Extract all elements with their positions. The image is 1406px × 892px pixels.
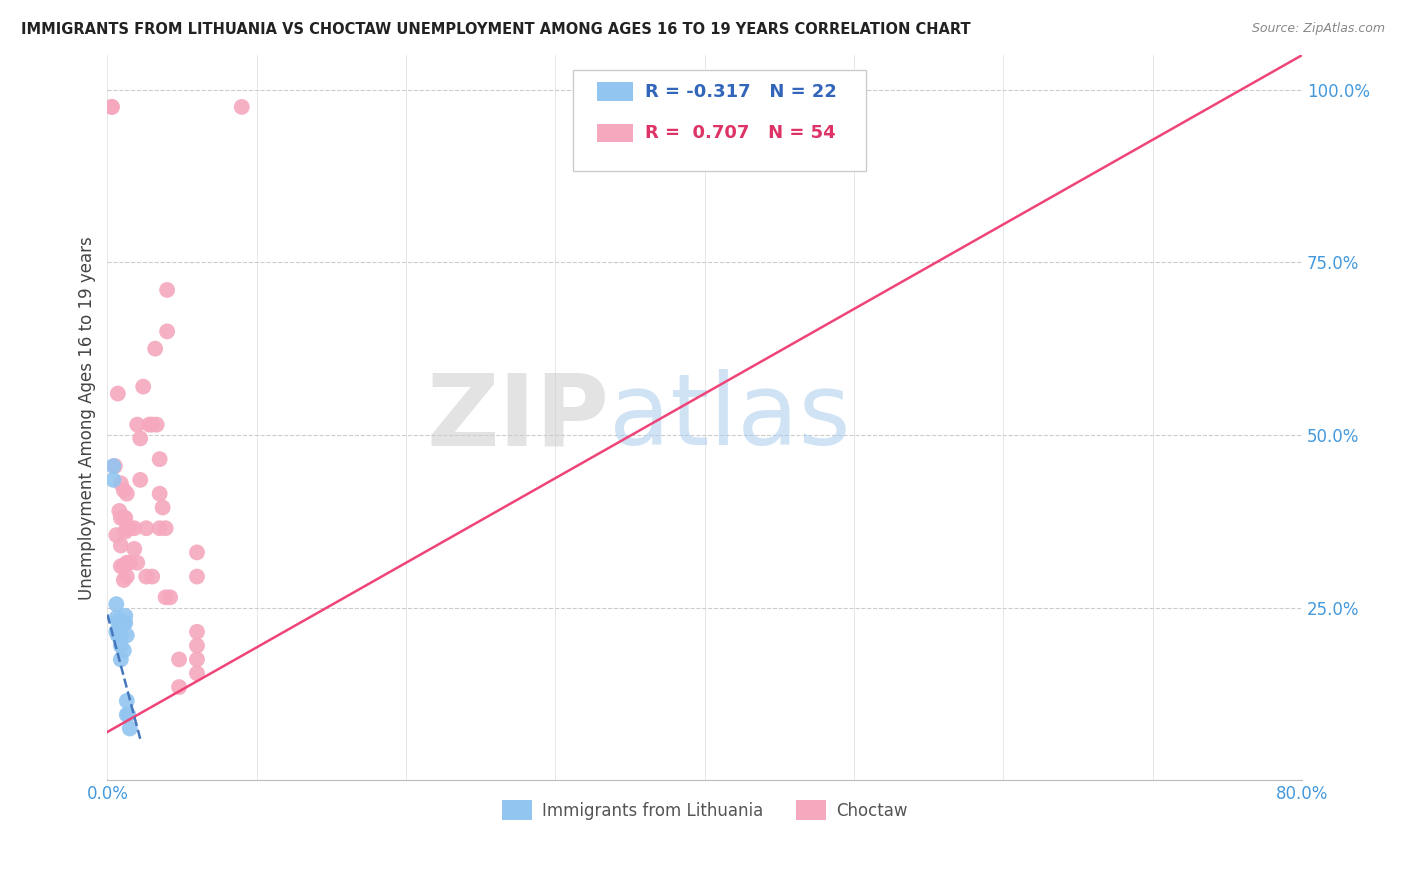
Point [186,624,208,639]
Point [112,559,135,574]
Point [114,524,136,539]
FancyBboxPatch shape [598,82,633,101]
Point [107,386,129,401]
Point [104,458,127,473]
Point [114,511,136,525]
Point [135,569,157,583]
Point [108,504,131,518]
Legend: Immigrants from Lithuania, Choctaw: Immigrants from Lithuania, Choctaw [495,794,914,826]
Text: ZIP: ZIP [426,369,609,467]
Text: Source: ZipAtlas.com: Source: ZipAtlas.com [1251,22,1385,36]
Point [117,707,139,722]
FancyBboxPatch shape [598,124,633,142]
Point [159,591,181,605]
Point [115,486,138,500]
Point [108,628,131,642]
Point [105,624,128,639]
Point [112,511,135,525]
Point [110,559,132,574]
Point [115,694,138,708]
Point [141,417,163,432]
Point [118,722,141,736]
Point [155,591,177,605]
Point [110,615,132,629]
Point [145,417,167,432]
Point [118,556,141,570]
Point [186,639,208,653]
Point [149,521,172,535]
Point [114,615,136,630]
Point [110,476,132,491]
Point [103,473,125,487]
FancyBboxPatch shape [574,70,866,171]
Point [101,100,124,114]
Point [152,500,174,515]
Point [115,521,138,535]
Point [112,573,135,587]
Point [115,569,138,583]
Point [149,452,172,467]
Point [129,432,152,446]
Point [110,639,132,653]
Point [101,100,124,114]
Point [112,615,135,630]
Point [167,680,190,694]
Point [112,483,135,498]
Point [156,325,179,339]
Point [155,521,177,535]
Point [110,511,132,525]
Point [114,609,136,624]
Point [108,615,131,629]
Point [105,528,128,542]
Text: atlas: atlas [609,369,851,467]
Point [105,597,128,611]
Point [107,615,129,629]
Point [186,652,208,666]
Point [143,342,166,356]
Point [129,473,152,487]
Point [167,652,190,666]
Y-axis label: Unemployment Among Ages 16 to 19 years: Unemployment Among Ages 16 to 19 years [79,235,96,599]
Point [110,539,132,553]
Point [112,643,135,657]
Point [127,556,149,570]
Point [135,521,157,535]
Point [115,707,138,722]
Point [122,541,145,556]
Point [186,545,208,559]
Point [115,628,138,642]
Point [141,569,163,583]
Text: R =  0.707   N = 54: R = 0.707 N = 54 [645,124,835,142]
Point [149,486,172,500]
Point [122,521,145,535]
Point [156,283,179,297]
Point [118,521,141,535]
Point [110,652,132,666]
Point [115,556,138,570]
Point [110,628,132,642]
Text: IMMIGRANTS FROM LITHUANIA VS CHOCTAW UNEMPLOYMENT AMONG AGES 16 TO 19 YEARS CORR: IMMIGRANTS FROM LITHUANIA VS CHOCTAW UNE… [21,22,970,37]
Point [127,417,149,432]
Point [103,458,125,473]
Point [231,100,253,114]
Point [138,417,160,432]
Point [132,379,155,393]
Point [107,628,129,642]
Point [105,611,128,625]
Point [186,666,208,681]
Point [186,569,208,583]
Text: R = -0.317   N = 22: R = -0.317 N = 22 [645,83,837,101]
